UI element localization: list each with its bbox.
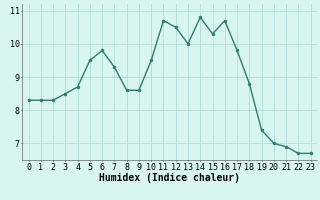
X-axis label: Humidex (Indice chaleur): Humidex (Indice chaleur) [99,173,240,183]
